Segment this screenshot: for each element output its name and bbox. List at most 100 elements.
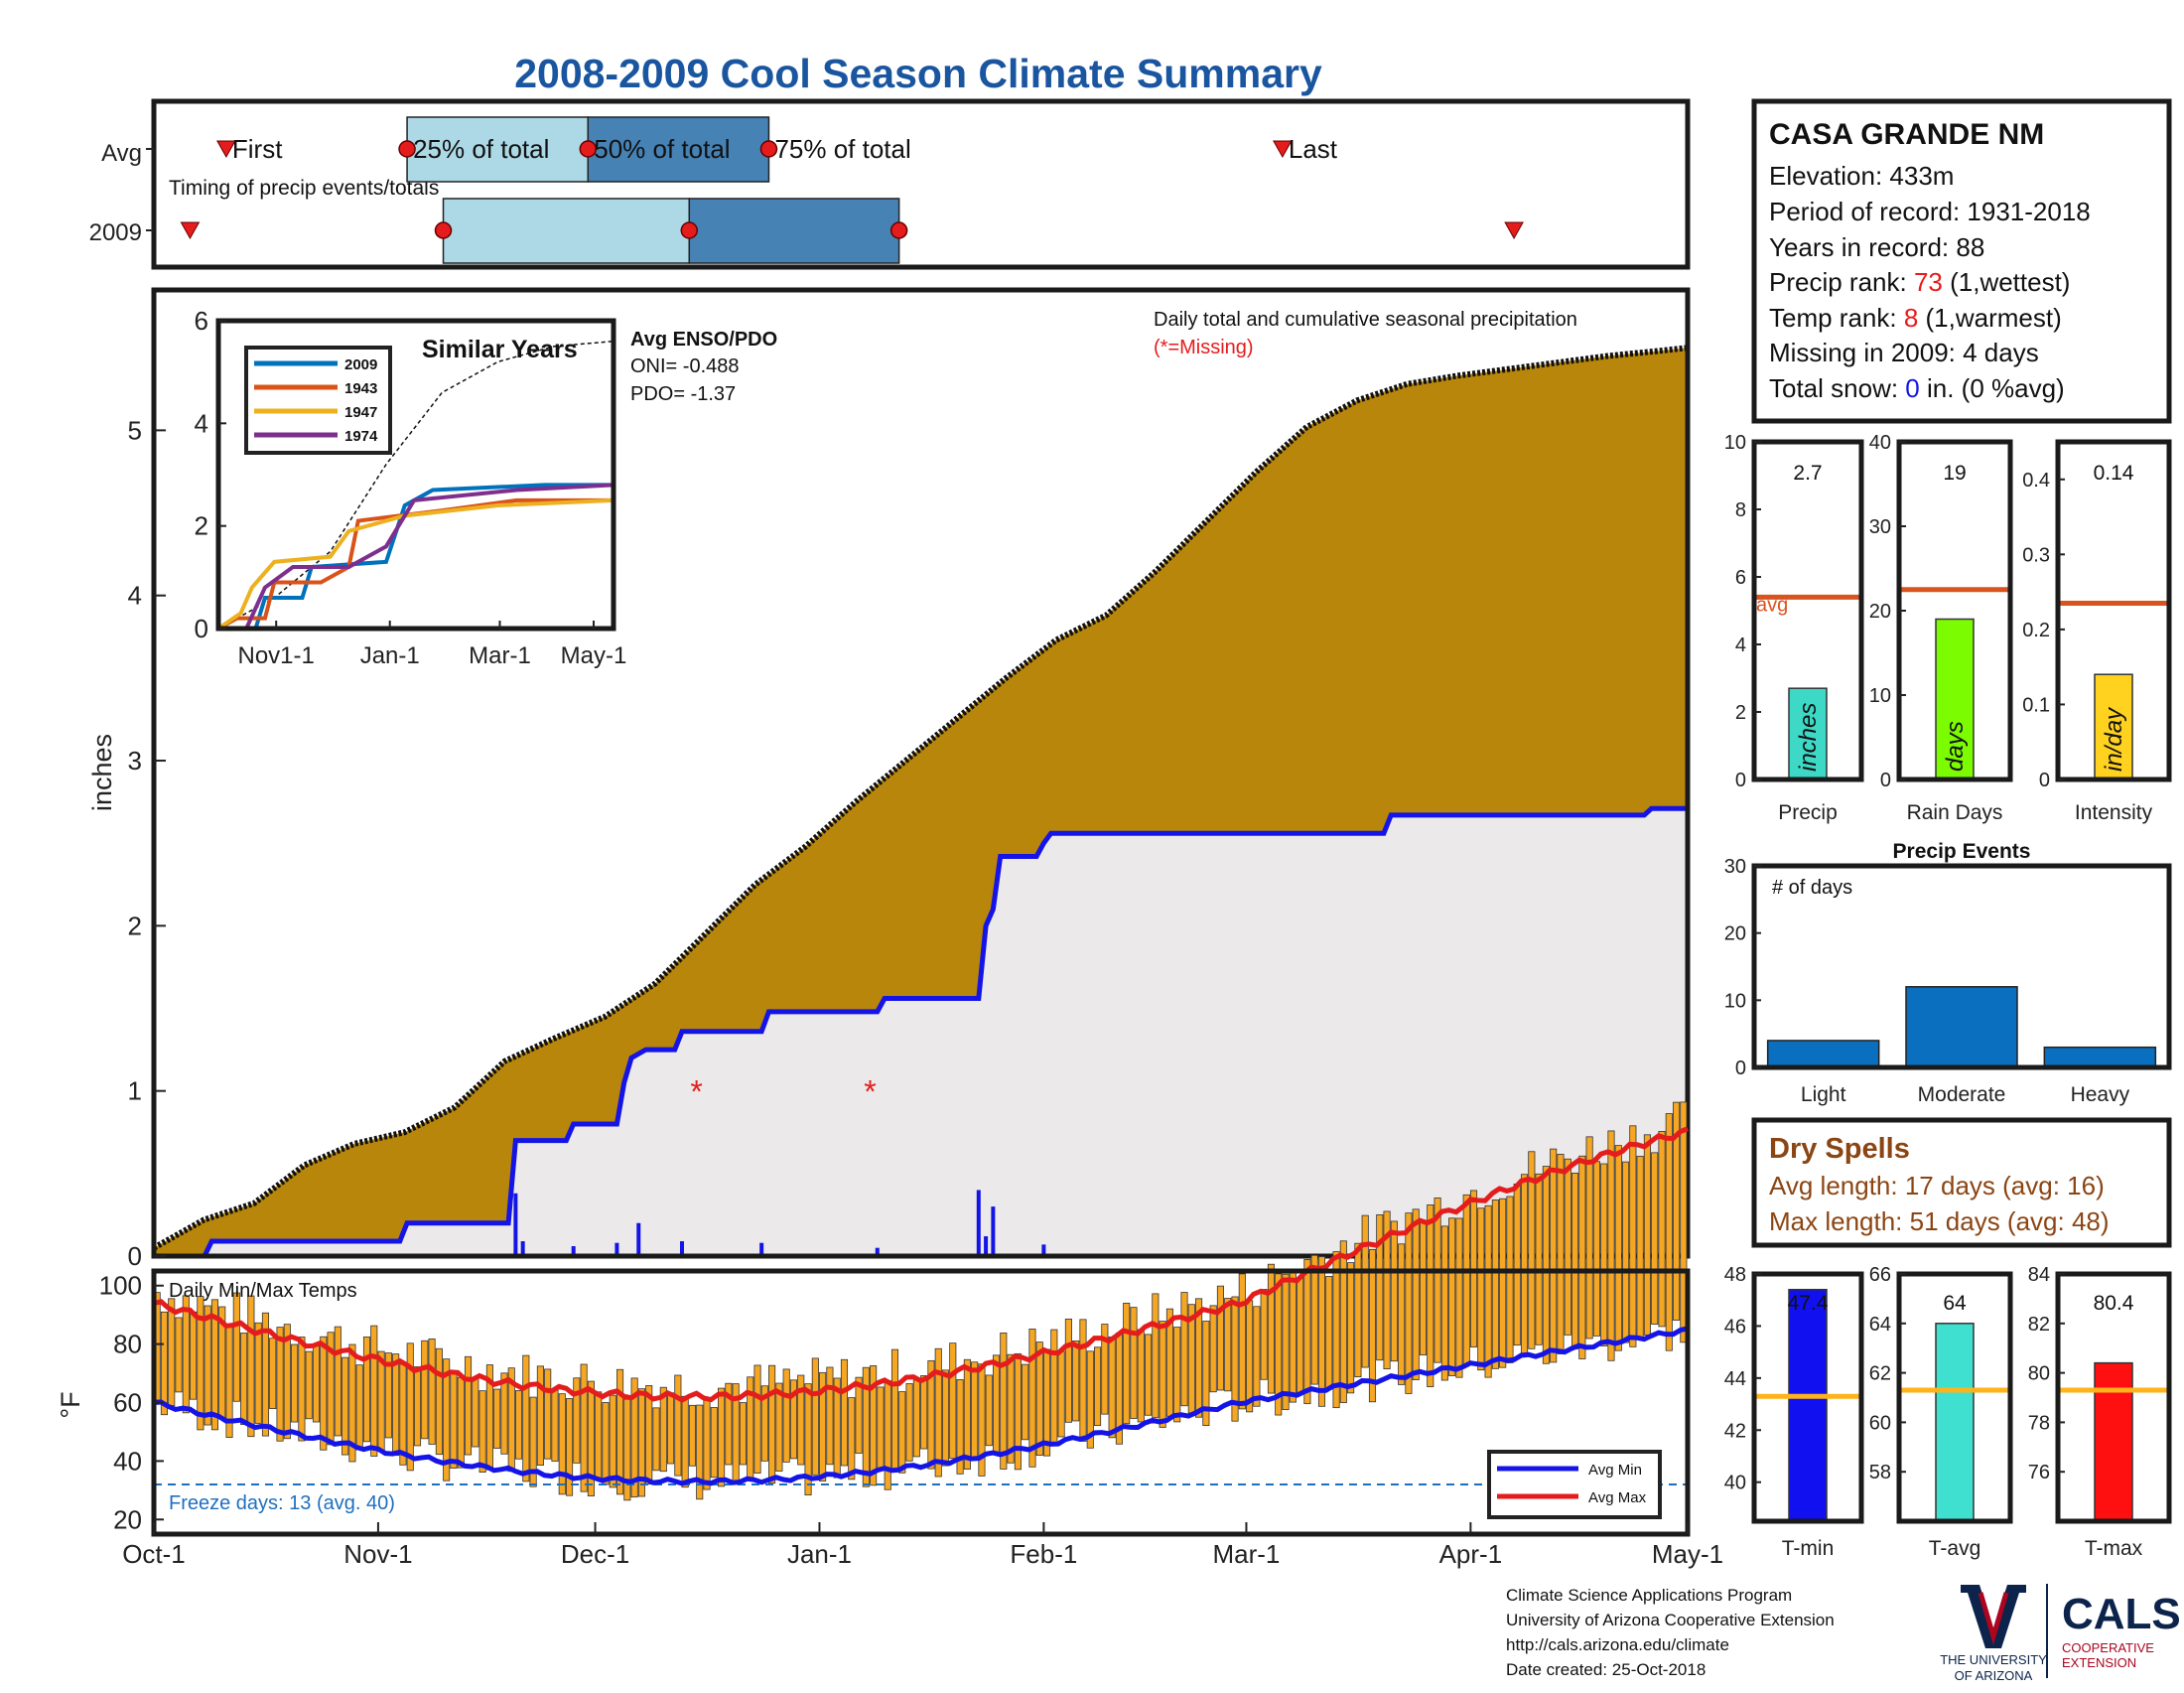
- events-category-label: Light: [1801, 1083, 1846, 1106]
- daily-precip-bar: [513, 1193, 518, 1256]
- daily-temp-bar: [1354, 1242, 1362, 1378]
- daily-temp-bar: [1419, 1221, 1428, 1355]
- daily-temp-bar: [789, 1379, 798, 1460]
- daily-temp-bar: [1231, 1296, 1239, 1422]
- cals-logo: CALS COOPERATIVE EXTENSION: [2062, 1590, 2181, 1670]
- daily-temp-bar: [1440, 1225, 1448, 1381]
- temp-bar-label: T-avg: [1929, 1537, 1981, 1560]
- daily-temp-bar: [1455, 1217, 1463, 1378]
- daily-temp-bar: [558, 1393, 566, 1495]
- daily-temp-bar: [1368, 1248, 1377, 1403]
- daily-temp-bar: [1542, 1166, 1550, 1364]
- daily-temp-bar: [1260, 1289, 1268, 1380]
- daily-temp-bar: [1152, 1293, 1160, 1419]
- date-xtick-label: Apr-1: [1439, 1539, 1503, 1569]
- daily-temp-bar: [1578, 1155, 1586, 1359]
- temp-bar-ytick-label: 80: [2028, 1363, 2050, 1385]
- oni-value: ONI= -0.488: [630, 355, 740, 377]
- quartile-marker: [434, 221, 453, 239]
- daily-temp-bar: [840, 1358, 849, 1467]
- daily-temp-bar: [1339, 1240, 1347, 1403]
- cumulative-2009-line: [154, 805, 1688, 1259]
- daily-temp-bar: [1433, 1197, 1441, 1363]
- ua-logo-mark-inner: [1978, 1592, 2009, 1645]
- temp-ylabel: °F: [56, 1391, 85, 1418]
- daily-temp-bar: [710, 1407, 718, 1479]
- daily-temp-bar: [413, 1366, 422, 1447]
- daily-temp-bar: [941, 1369, 950, 1467]
- daily-temp-bar: [949, 1342, 957, 1460]
- daily-precip-bar: [680, 1241, 685, 1256]
- daily-temp-bar: [175, 1317, 183, 1393]
- timing-label: 50% of total: [594, 134, 730, 164]
- footer: Climate Science Applications Program Uni…: [1506, 1584, 2181, 1683]
- temp-bar-ytick-label: 58: [1869, 1462, 1891, 1483]
- summary-unit: in/day: [2101, 706, 2127, 772]
- summary-ytick-label: 20: [1869, 601, 1891, 623]
- timing-label: 75% of total: [774, 134, 910, 164]
- daily-temp-bar: [204, 1305, 211, 1426]
- daily-temp-bar: [1216, 1285, 1224, 1391]
- temp-bar-ytick-label: 40: [1724, 1473, 1746, 1494]
- precip-events-title: Precip Events: [1893, 840, 2031, 863]
- daily-temp-bar: [298, 1337, 306, 1442]
- daily-temp-bar: [1310, 1254, 1318, 1385]
- daily-temp-bar: [1347, 1262, 1355, 1394]
- timing-row-2009: 2009: [89, 219, 142, 246]
- precip-ytick-label: 0: [128, 1241, 142, 1271]
- temp-bar-value: 80.4: [2094, 1292, 2134, 1315]
- cumulative-avg-line: [152, 345, 1689, 1251]
- temp-bar-ytick-label: 76: [2028, 1462, 2050, 1483]
- daily-temp-bar: [269, 1338, 277, 1410]
- daily-temp-bar: [1101, 1324, 1109, 1415]
- avg-min-label: Avg Min: [1588, 1462, 1642, 1479]
- events-bar-light: [1766, 1040, 1880, 1068]
- daily-temp-bar: [1564, 1158, 1571, 1336]
- daily-temp-bar: [1057, 1350, 1065, 1438]
- temp-ytick-label: 40: [113, 1446, 142, 1476]
- first-event-marker: [216, 140, 236, 159]
- last-event-marker: [1504, 221, 1524, 240]
- daily-temp-bar: [551, 1389, 559, 1462]
- daily-temp-bar: [529, 1396, 537, 1487]
- temp-bar-ytick-label: 66: [1869, 1264, 1891, 1286]
- avg-max-line: [153, 1126, 1689, 1403]
- timing-row-avg: Avg: [101, 140, 142, 167]
- daily-temp-bar: [190, 1311, 198, 1400]
- daily-temp-bar: [877, 1386, 885, 1471]
- daily-temp-bar: [493, 1388, 501, 1449]
- daily-temp-bar: [1477, 1207, 1485, 1371]
- daily-temp-bar: [240, 1333, 248, 1425]
- similar-year-line-1974: [218, 483, 614, 631]
- daily-temp-bar: [1405, 1212, 1413, 1394]
- daily-temp-bar: [963, 1358, 971, 1470]
- daily-temp-bar: [1035, 1341, 1043, 1457]
- daily-precip-bar: [636, 1222, 641, 1256]
- summary-ytick-label: 0.1: [2022, 694, 2050, 716]
- daily-temp-bar: [1079, 1319, 1087, 1442]
- daily-temp-bar: [1665, 1113, 1673, 1351]
- daily-temp-bar: [472, 1376, 479, 1448]
- daily-temp-bar: [1238, 1273, 1246, 1410]
- temperature-chart: Daily Min/Max Temps °F Freeze days: 13 (…: [56, 1101, 1723, 1569]
- ua-logo: THE UNIVERSITY OF ARIZONA: [1940, 1585, 2047, 1683]
- inset-frame: [215, 318, 616, 632]
- events-ytick-label: 0: [1735, 1058, 1746, 1079]
- daily-temp-bar: [1224, 1298, 1232, 1392]
- total-snow: Total snow: 0 in. (0 %avg): [1769, 373, 2065, 403]
- daily-temp-bar: [160, 1311, 168, 1416]
- similar-years-legend-label: 1974: [344, 428, 378, 445]
- avg-min-line: [153, 1326, 1689, 1486]
- daily-temp-bar: [696, 1404, 704, 1500]
- summary-label: Precip: [1778, 801, 1838, 824]
- daily-temp-bar: [1484, 1204, 1492, 1378]
- daily-temp-bar: [1253, 1306, 1261, 1407]
- summary-ytick-label: 4: [1735, 635, 1746, 656]
- first-event-marker: [180, 221, 201, 240]
- daily-temp-bar: [1651, 1152, 1659, 1325]
- daily-temp-bar: [1000, 1333, 1008, 1470]
- daily-temp-bar: [1390, 1220, 1398, 1362]
- footer-line4: Date created: 25-Oct-2018: [1506, 1660, 1706, 1679]
- ua-line2: OF ARIZONA: [1955, 1668, 2033, 1683]
- ua-line1: THE UNIVERSITY: [1940, 1652, 2047, 1667]
